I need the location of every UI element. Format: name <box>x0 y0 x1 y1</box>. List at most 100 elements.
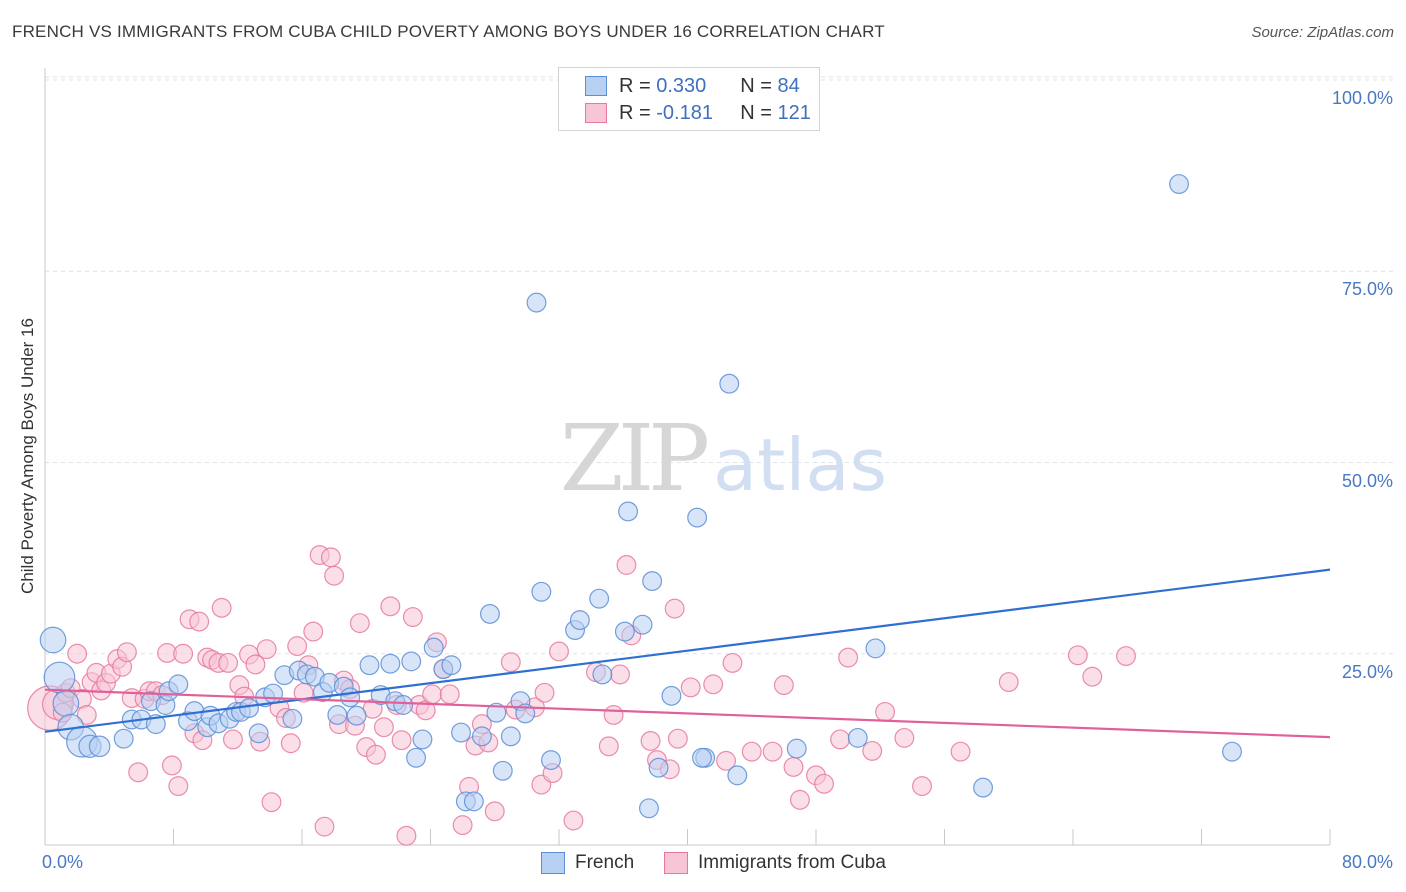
stats-swatch-cuba <box>585 103 607 123</box>
legend-item-french[interactable]: French <box>541 852 634 874</box>
x-tick-label-min: 0.0% <box>42 852 84 872</box>
french-point <box>500 726 521 747</box>
cuba-point <box>422 684 443 705</box>
french-point <box>727 765 748 786</box>
cuba-point <box>280 733 301 754</box>
cuba-point <box>789 789 810 810</box>
cuba-point <box>168 776 189 797</box>
cuba-point <box>640 731 661 751</box>
cuba-point <box>256 639 277 660</box>
french-point <box>661 685 682 706</box>
cuba-point <box>563 810 584 831</box>
french-point <box>526 292 547 313</box>
cuba-point <box>76 705 97 725</box>
french-point <box>786 738 807 759</box>
stats-r-label: R = <box>619 74 651 97</box>
french-point <box>471 726 492 747</box>
chart-title: FRENCH VS IMMIGRANTS FROM CUBA CHILD POV… <box>12 22 885 41</box>
cuba-point <box>402 607 423 627</box>
cuba-point <box>667 728 688 749</box>
cuba-point <box>716 750 737 771</box>
cuba-point <box>950 741 971 762</box>
french-point <box>346 705 367 726</box>
french-point <box>719 373 740 394</box>
cuba-point <box>894 727 915 748</box>
french-trend-line <box>44 568 1331 733</box>
cuba-point <box>773 675 794 696</box>
cuba-point <box>396 825 417 846</box>
cuba-point <box>680 677 701 698</box>
cuba-point <box>373 717 394 738</box>
french-point <box>52 690 80 717</box>
x-tick-label-max: 80.0% <box>1341 852 1393 872</box>
french-point <box>492 760 513 781</box>
french-point <box>1222 741 1242 762</box>
cuba-point <box>1067 645 1088 666</box>
gridlines <box>45 76 1393 655</box>
cuba-point <box>245 654 266 675</box>
y-axis-label: Child Poverty Among Boys Under 16 <box>18 318 37 594</box>
cuba-point <box>762 741 783 762</box>
french-point <box>412 729 433 750</box>
french-point <box>648 757 669 778</box>
french-point <box>359 655 380 676</box>
cuba-point <box>189 611 210 632</box>
legend-swatch-french <box>541 852 565 874</box>
french-point <box>380 653 401 674</box>
french-point <box>865 638 886 659</box>
cuba-point <box>703 674 724 695</box>
cuba-point <box>862 740 883 761</box>
cuba-point <box>664 598 685 619</box>
cuba-point <box>218 652 239 673</box>
cuba-point <box>998 672 1019 693</box>
stats-n-value: 121 <box>777 101 811 124</box>
french-point <box>531 581 552 602</box>
french-point <box>973 777 994 798</box>
stats-r-label: R = <box>619 101 651 124</box>
series-cuba-points <box>27 545 1136 846</box>
french-point <box>847 727 868 748</box>
cuba-point <box>222 729 243 750</box>
cuba-point <box>1116 646 1136 666</box>
trend-lines <box>44 568 1331 739</box>
french-point <box>642 571 663 592</box>
chart-legend: French Immigrants from Cuba <box>0 852 1406 878</box>
cuba-point <box>391 730 412 751</box>
cuba-point <box>549 641 569 662</box>
legend-item-cuba[interactable]: Immigrants from Cuba <box>664 852 886 874</box>
cuba-point <box>1082 666 1103 687</box>
y-tick-label: 25.0% <box>1341 661 1393 682</box>
cuba-point <box>365 744 386 765</box>
cuba-point <box>173 643 194 664</box>
cuba-point <box>349 613 370 634</box>
cuba-point <box>303 621 324 642</box>
cuba-point <box>380 596 401 617</box>
french-point <box>88 735 111 758</box>
legend-swatch-cuba <box>664 852 688 874</box>
stats-swatch-french <box>585 76 607 96</box>
correlation-stats-box: R = 0.330 N = 84 R = -0.181 N = 121 <box>558 67 820 131</box>
cuba-point <box>610 664 630 685</box>
french-point <box>592 664 613 685</box>
cuba-point <box>320 547 341 568</box>
french-point <box>248 723 269 744</box>
watermark-atlas: atlas <box>713 423 887 507</box>
cuba-point <box>452 815 473 836</box>
stats-n-label: N = <box>740 74 772 97</box>
cuba-point <box>616 555 637 575</box>
stats-row-cuba: R = -0.181 N = 121 <box>585 100 811 126</box>
french-point <box>406 747 426 768</box>
french-point <box>327 705 348 725</box>
cuba-point <box>439 684 460 705</box>
french-point <box>463 791 484 812</box>
stats-row-french: R = 0.330 N = 84 <box>585 73 800 99</box>
french-point <box>589 588 610 609</box>
french-point <box>632 614 653 635</box>
french-point <box>340 687 361 708</box>
stats-r-value: -0.181 <box>656 101 713 124</box>
french-point <box>168 674 189 695</box>
cuba-point <box>830 729 851 750</box>
french-point <box>479 604 500 624</box>
cuba-point <box>875 701 896 722</box>
french-point <box>1169 174 1189 194</box>
